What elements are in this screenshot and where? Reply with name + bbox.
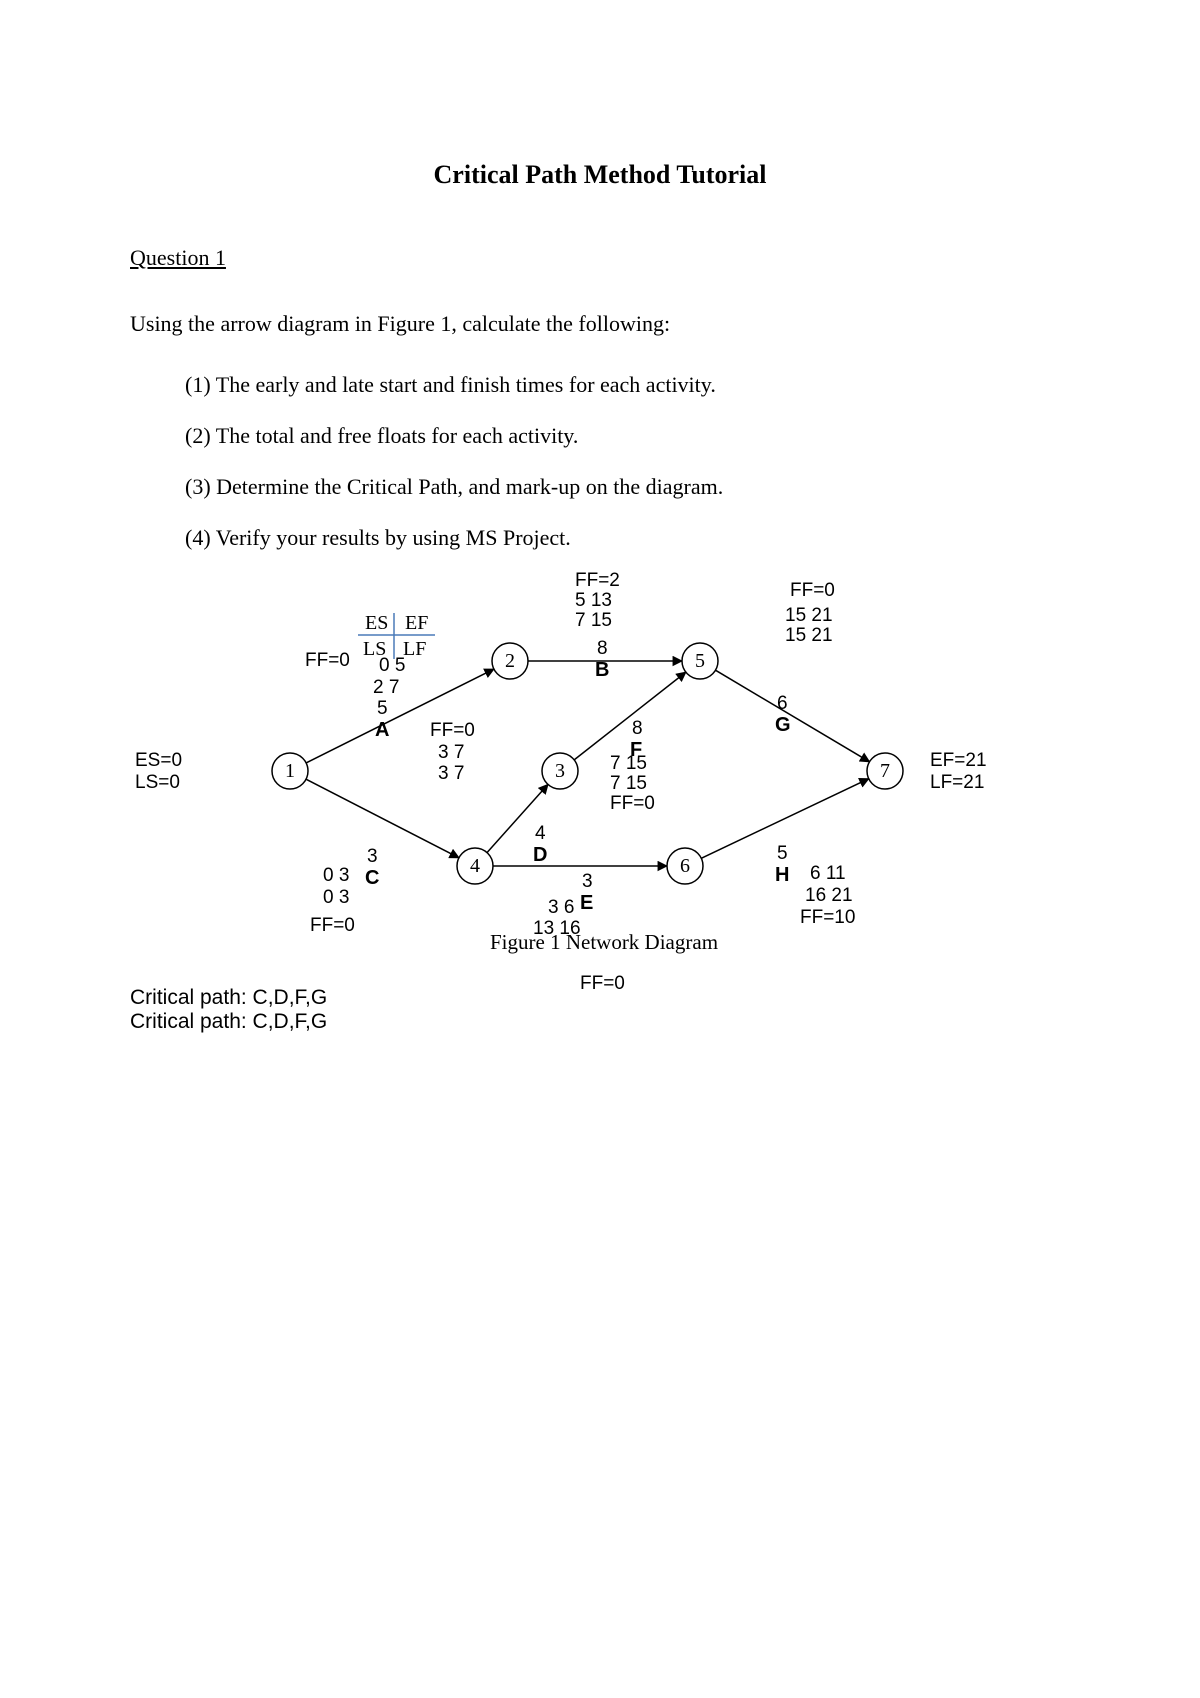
diagram-annotation: 7 15 — [610, 774, 647, 795]
svg-text:H: H — [775, 864, 789, 886]
diagram-annotation: EF=21 — [930, 751, 987, 772]
intro-text: Using the arrow diagram in Figure 1, cal… — [130, 311, 1070, 337]
svg-text:8: 8 — [632, 718, 643, 739]
svg-text:1: 1 — [285, 760, 295, 782]
figure-caption: Figure 1 Network Diagram — [490, 931, 718, 954]
diagram-annotation: FF=0 — [310, 916, 355, 937]
svg-text:6: 6 — [680, 855, 690, 877]
diagram-annotation: LF=21 — [930, 773, 984, 794]
svg-text:3: 3 — [367, 846, 378, 867]
svg-text:A: A — [375, 719, 389, 741]
diagram-annotation: FF=0 — [790, 581, 835, 602]
diagram-annotation: 2 7 — [373, 678, 399, 699]
diagram-annotation: 3 7 — [438, 743, 464, 764]
svg-text:EF: EF — [405, 612, 428, 634]
svg-text:8: 8 — [597, 638, 608, 659]
diagram-annotation: 0 5 — [379, 656, 405, 677]
svg-text:5: 5 — [695, 650, 705, 672]
diagram-annotation: 15 21 — [785, 626, 833, 647]
diagram-annotation: 3 6 — [548, 898, 574, 919]
svg-text:6: 6 — [777, 693, 788, 714]
svg-text:3: 3 — [582, 871, 593, 892]
question-heading: Question 1 — [130, 245, 1070, 271]
diagram-annotation: FF=0 — [305, 651, 350, 672]
diagram-annotation: 7 15 — [610, 754, 647, 775]
svg-text:LF: LF — [403, 638, 426, 660]
list-item: (4) Verify your results by using MS Proj… — [185, 525, 1070, 551]
svg-text:C: C — [365, 867, 379, 889]
svg-text:4: 4 — [470, 855, 480, 877]
diagram-annotation: 6 11 — [810, 864, 846, 885]
diagram-annotation: ES=0 — [135, 751, 182, 772]
svg-text:3: 3 — [555, 760, 565, 782]
list-item: (3) Determine the Critical Path, and mar… — [185, 474, 1070, 500]
diagram-annotation: 0 3 — [323, 888, 349, 909]
diagram-annotation: LS=0 — [135, 773, 180, 794]
svg-text:E: E — [580, 892, 593, 914]
diagram-annotation: 5 13 — [575, 591, 612, 612]
diagram-annotation: 3 7 — [438, 764, 464, 785]
svg-text:D: D — [533, 844, 547, 866]
diagram-annotation: FF=0 — [580, 974, 625, 995]
network-diagram: A5C3B8D4E3F8G6H51234567ESEFLSLF FF=0ES=0… — [130, 576, 1070, 1016]
diagram-annotation: FF=0 — [610, 794, 655, 815]
svg-text:B: B — [595, 659, 609, 681]
svg-text:5: 5 — [777, 843, 788, 864]
svg-text:G: G — [775, 714, 791, 736]
svg-text:7: 7 — [880, 760, 890, 782]
diagram-annotation: 7 15 — [575, 611, 612, 632]
svg-text:2: 2 — [505, 650, 515, 672]
svg-text:ES: ES — [365, 612, 388, 634]
diagram-annotation: FF=0 — [430, 721, 475, 742]
svg-text:4: 4 — [535, 823, 546, 844]
diagram-annotation: FF=10 — [800, 908, 855, 929]
list-item: (1) The early and late start and finish … — [185, 372, 1070, 398]
diagram-annotation: 16 21 — [805, 886, 853, 907]
item-list: (1) The early and late start and finish … — [185, 372, 1070, 551]
diagram-annotation: 0 3 — [323, 866, 349, 887]
svg-text:5: 5 — [377, 698, 388, 719]
diagram-annotation: 15 21 — [785, 606, 833, 627]
diagram-annotation: FF=2 — [575, 571, 620, 592]
list-item: (2) The total and free floats for each a… — [185, 423, 1070, 449]
page-title: Critical Path Method Tutorial — [130, 160, 1070, 190]
